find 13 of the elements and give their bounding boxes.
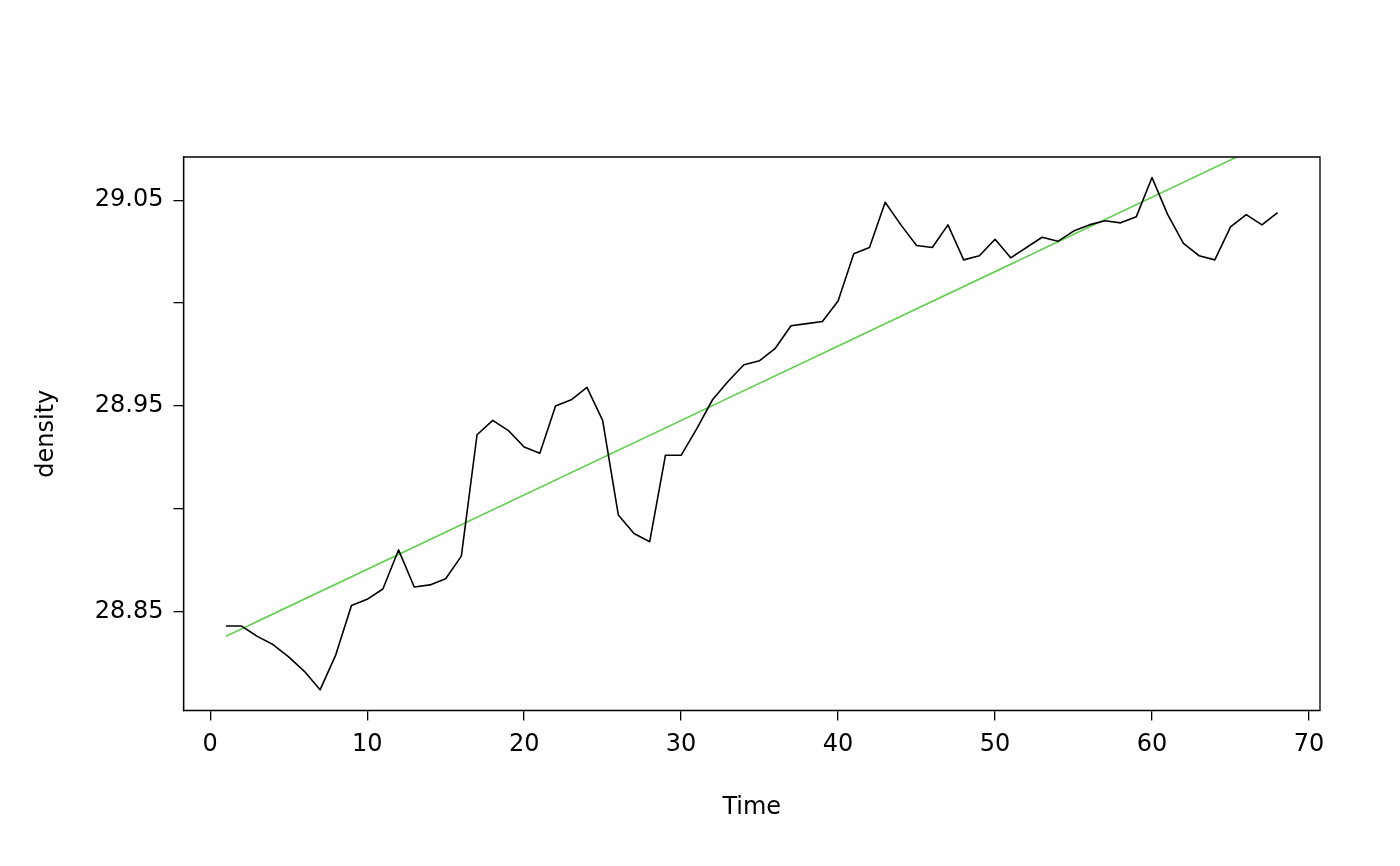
x-tick-label: 0 [202,729,218,758]
x-tick-label: 30 [665,729,697,758]
y-axis-title: density [30,389,59,478]
x-tick-label: 40 [822,729,854,758]
y-tick-label: 29.05 [94,184,164,213]
x-tick-label: 20 [508,729,540,758]
x-tick-label: 50 [979,729,1011,758]
x-axis-title: Time [721,791,782,820]
x-tick-label: 10 [351,729,383,758]
x-tick-label: 60 [1136,729,1168,758]
y-tick-label: 28.85 [94,595,164,624]
x-tick-label: 70 [1293,729,1325,758]
y-tick-label: 28.95 [94,390,164,419]
